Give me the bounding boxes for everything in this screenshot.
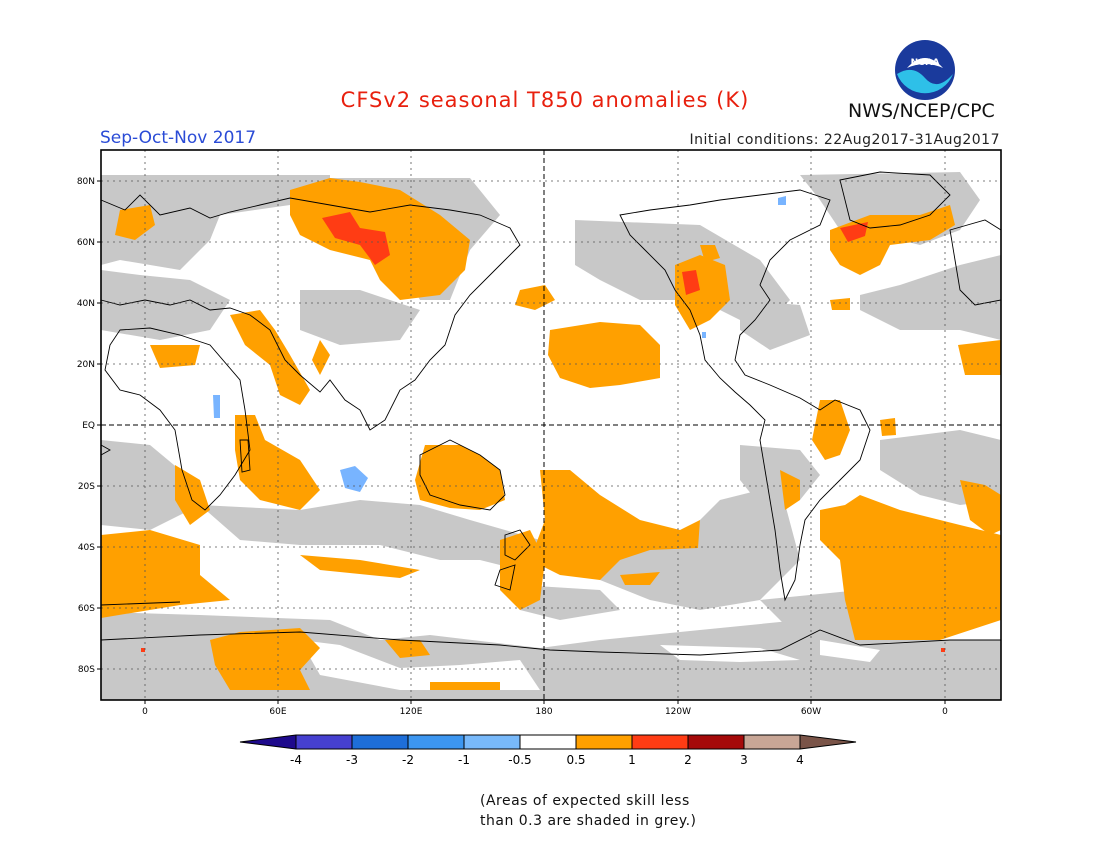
colorbar-seg	[744, 735, 800, 749]
colorbar-label: 1	[628, 753, 636, 767]
warm-anomaly-red	[141, 212, 945, 652]
lat-tick-label: 80N	[77, 177, 95, 187]
colorbar-label: -3	[346, 753, 358, 767]
logo-text: NOAA	[911, 58, 940, 68]
colorbar-seg	[576, 735, 632, 749]
lat-tick-label: 40S	[78, 543, 95, 553]
colorbar: -4 -3 -2 -1 -0.5 0.5 1 2 3 4	[239, 734, 857, 767]
lat-tick-label: 60S	[78, 604, 95, 614]
map-panel	[100, 149, 1002, 701]
colorbar-label: 0.5	[566, 753, 585, 767]
cool-anomaly-blue	[213, 196, 786, 492]
colorbar-seg	[688, 735, 744, 749]
lat-tick-label: 20N	[77, 360, 95, 370]
lon-tick-label: 0	[142, 707, 148, 717]
lon-tick-label: 120E	[400, 707, 423, 717]
footnote-line: than 0.3 are shaded in grey.)	[480, 813, 697, 829]
colorbar-seg	[240, 735, 296, 749]
lon-tick-label: 0	[942, 707, 948, 717]
colorbar-seg	[464, 735, 520, 749]
lon-axis-ticks	[144, 700, 946, 704]
colorbar-seg	[296, 735, 352, 749]
lon-tick-label: 180	[535, 707, 552, 717]
season-label: Sep-Oct-Nov 2017	[100, 128, 257, 148]
colorbar-label: -2	[402, 753, 414, 767]
colorbar-label: -1	[458, 753, 470, 767]
lat-axis: 80N 60N 40N 20N EQ 20S 40S 60S 80S	[77, 177, 95, 675]
lon-tick-label: 120W	[665, 707, 691, 717]
colorbar-label: 3	[740, 753, 748, 767]
coastlines	[100, 171, 1002, 656]
colorbar-label: -0.5	[508, 753, 531, 767]
colorbar-label: 4	[796, 753, 804, 767]
lat-tick-label: 60N	[77, 238, 95, 248]
lat-tick-label: 20S	[78, 482, 95, 492]
lon-tick-label: 60E	[269, 707, 286, 717]
lat-tick-label: EQ	[82, 421, 95, 431]
colorbar-label: -4	[290, 753, 302, 767]
lon-tick-label: 60W	[801, 707, 821, 717]
lat-tick-label: 80S	[78, 665, 95, 675]
noaa-logo: NOAA	[895, 40, 955, 100]
colorbar-seg	[520, 735, 576, 749]
reference-lines	[101, 150, 1001, 700]
lon-axis: 0 60E 120E 180 120W 60W 0	[142, 707, 948, 717]
colorbar-seg	[800, 735, 856, 749]
lat-gridlines	[101, 180, 1001, 670]
agency-label: NWS/NCEP/CPC	[848, 100, 995, 122]
footnote-line: (Areas of expected skill less	[480, 793, 690, 809]
colorbar-dividers	[295, 735, 801, 749]
colorbar-seg	[408, 735, 464, 749]
skill-footnote: (Areas of expected skill less than 0.3 a…	[480, 791, 697, 831]
colorbar-label: 2	[684, 753, 692, 767]
lat-axis-ticks	[97, 180, 101, 670]
low-skill-shading	[101, 172, 1001, 700]
lon-gridlines	[144, 150, 946, 700]
colorbar-seg	[632, 735, 688, 749]
lat-tick-label: 40N	[77, 299, 95, 309]
initial-conditions-label: Initial conditions: 22Aug2017-31Aug2017	[689, 132, 1000, 148]
map-title: CFSv2 seasonal T850 anomalies (K)	[340, 88, 750, 112]
colorbar-seg	[352, 735, 408, 749]
